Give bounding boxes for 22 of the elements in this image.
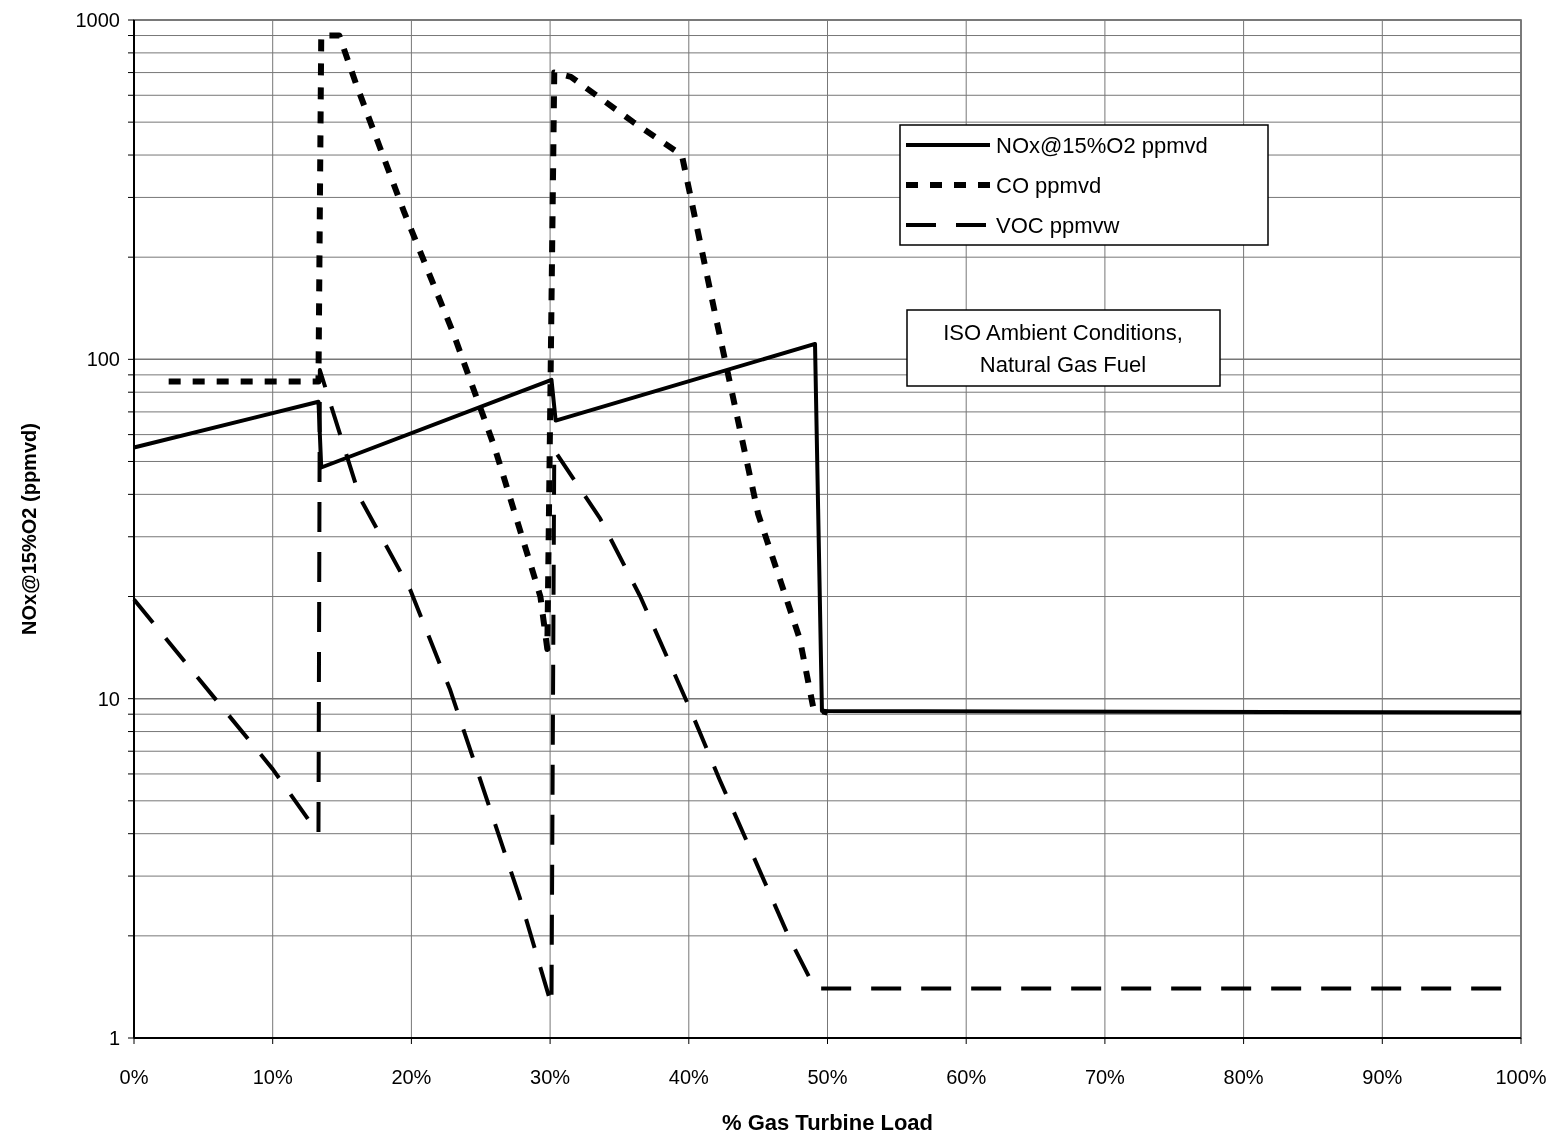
y-tick-label: 100 [86,348,120,371]
legend-label: CO ppmvd [996,172,1102,198]
x-tick-label: 90% [1362,1066,1403,1088]
x-tick-label: 40% [668,1066,710,1088]
x-tick-label: 30% [530,1066,571,1088]
annotation: ISO Ambient Conditions, Natural Gas Fuel [943,320,1183,377]
x-tick-label: 100% [1495,1066,1547,1088]
x-tick-label: 70% [1084,1066,1126,1088]
x-tick-label: 80% [1223,1066,1264,1088]
legend-label: VOC ppmvw [996,212,1120,238]
legend-label: NOx@15%O2 ppmvd [996,132,1208,158]
x-tick-label: 50% [807,1066,848,1088]
y-tick-label: 10 [97,687,120,710]
x-tick-label: 20% [391,1066,432,1088]
y-axis-title: NOx@15%O2 (ppmvd) [18,423,40,635]
x-axis-title: % Gas Turbine Load [721,1110,934,1135]
x-tick-label: 0% [119,1066,149,1088]
note-box: ISO Ambient Conditions, Natural Gas Fuel [906,309,1221,387]
y-tick-label: 1 [108,1027,120,1049]
y-tick-label: 1000 [75,9,120,31]
x-tick-label: 10% [252,1066,293,1088]
x-tick-label: 60% [946,1066,987,1088]
